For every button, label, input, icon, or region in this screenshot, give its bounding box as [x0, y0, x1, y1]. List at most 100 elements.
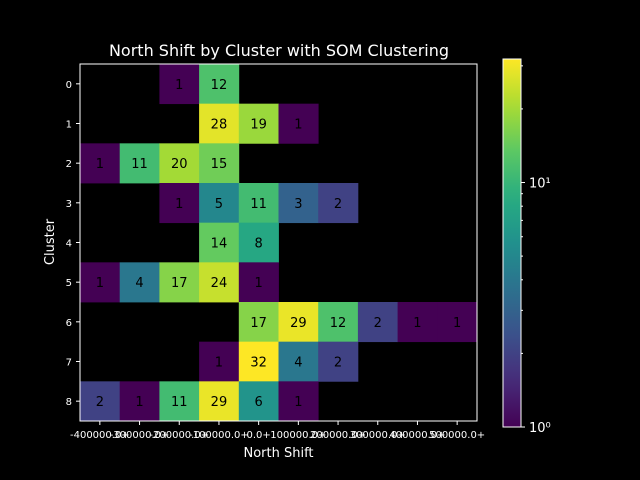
- heatmap-cell: [238, 302, 279, 343]
- heatmap-cell: [397, 302, 438, 343]
- heatmap-cell: [199, 64, 240, 105]
- cell-value-label: 17: [250, 316, 267, 331]
- cell-value-label: 2: [334, 197, 342, 212]
- y-tick-label: 5: [66, 278, 72, 289]
- x-tick-label: -300000.0+: [110, 430, 170, 441]
- cell-value-label: 32: [250, 356, 267, 371]
- heatmap-cell: [119, 381, 160, 422]
- cell-value-label: 15: [211, 157, 228, 172]
- y-axis-label: Cluster: [43, 218, 58, 265]
- cell-value-label: 20: [171, 157, 188, 172]
- cell-value-label: 1: [255, 276, 263, 291]
- cell-value-label: 8: [255, 237, 263, 252]
- y-tick-label: 6: [66, 318, 72, 329]
- cell-value-label: 1: [96, 157, 104, 172]
- cell-value-label: 14: [211, 237, 228, 252]
- heatmap-cell: [278, 183, 319, 224]
- heatmap-cell: [80, 143, 121, 184]
- cell-value-label: 2: [96, 395, 104, 410]
- y-tick-label: 1: [66, 120, 72, 131]
- cell-value-label: 19: [250, 118, 267, 133]
- cell-value-label: 5: [215, 197, 223, 212]
- heatmap-cell: [318, 183, 359, 224]
- cell-value-label: 1: [96, 276, 104, 291]
- cell-value-label: 4: [294, 356, 302, 371]
- cell-value-label: 1: [453, 316, 461, 331]
- heatmap-cell: [238, 341, 279, 382]
- x-tick-label: 500000.0+: [429, 430, 485, 441]
- cell-value-label: 3: [294, 197, 302, 212]
- heatmap-cell: [238, 262, 279, 303]
- heatmap-cell: [159, 143, 200, 184]
- y-tick-label: 0: [66, 80, 72, 91]
- x-tick-label: -400000.0+: [70, 430, 130, 441]
- cell-value-label: 24: [211, 276, 228, 291]
- heatmap-cell: [119, 143, 160, 184]
- x-tick-label: -200000.0+: [149, 430, 209, 441]
- x-tick-label: -100000.0+: [189, 430, 249, 441]
- cell-value-label: 29: [211, 395, 228, 410]
- cell-value-label: 1: [135, 395, 143, 410]
- cell-value-label: 1: [294, 118, 302, 133]
- cell-value-label: 1: [215, 356, 223, 371]
- y-tick-label: 8: [66, 397, 72, 408]
- colorbar-ticks: 10⁰ 10¹: [521, 65, 551, 436]
- heatmap-cell: [199, 341, 240, 382]
- x-tick-label: 100000.0+: [270, 430, 326, 441]
- heatmap-cell: [159, 64, 200, 105]
- y-tick-label: 3: [66, 199, 72, 210]
- cell-value-label: 11: [250, 197, 267, 212]
- x-tick-label: 200000.0+: [310, 430, 366, 441]
- y-tick-label: 7: [66, 358, 72, 369]
- heatmap-cell: [357, 302, 398, 343]
- cell-value-label: 4: [135, 276, 143, 291]
- cell-value-label: 12: [211, 78, 228, 93]
- chart-title: North Shift by Cluster with SOM Clusteri…: [109, 41, 449, 60]
- heatmap-cells: [80, 64, 478, 422]
- y-axis-ticks: 0 1 2 3 4 5 6 7 8: [66, 80, 80, 408]
- x-tick-label: 0.0+: [247, 430, 271, 441]
- x-tick-label: 300000.0+: [350, 430, 406, 441]
- heatmap-cell: [278, 381, 319, 422]
- heatmap-cell: [278, 302, 319, 343]
- heatmap-cell: [199, 143, 240, 184]
- cell-value-label: 1: [175, 78, 183, 93]
- y-tick-label: 4: [66, 239, 72, 250]
- cell-value-label: 11: [131, 157, 148, 172]
- heatmap-cell: [278, 341, 319, 382]
- heatmap-cell: [278, 103, 319, 144]
- cell-value-label: 28: [211, 118, 228, 133]
- heatmap-cell: [199, 222, 240, 263]
- heatmap-cell: [199, 381, 240, 422]
- cell-value-label: 17: [171, 276, 188, 291]
- heatmap-cell: [80, 381, 121, 422]
- heatmap-cell: [318, 341, 359, 382]
- cell-value-label: 12: [330, 316, 347, 331]
- heatmap-cell: [159, 381, 200, 422]
- cell-value-label: 11: [171, 395, 188, 410]
- x-axis-ticks: -400000.0+-300000.0+-200000.0+-100000.0+…: [70, 421, 485, 441]
- cell-value-label: 2: [374, 316, 382, 331]
- cell-value-label: 29: [290, 316, 307, 331]
- heatmap-cell: [238, 381, 279, 422]
- colorbar: [502, 58, 522, 428]
- heatmap-cell: [238, 222, 279, 263]
- x-tick-label: 400000.0+: [389, 430, 445, 441]
- colorbar-tick-label: 10⁰: [529, 421, 551, 436]
- heatmap-cell: [159, 183, 200, 224]
- heatmap-cell: [159, 262, 200, 303]
- cell-value-label: 6: [255, 395, 263, 410]
- cell-value-label: 1: [175, 197, 183, 212]
- heatmap-cell: [238, 183, 279, 224]
- x-axis-label: North Shift: [243, 446, 313, 461]
- colorbar-tick-label: 10¹: [529, 177, 551, 192]
- heatmap-cell: [199, 262, 240, 303]
- heatmap-cell: [80, 262, 121, 303]
- heatmap-cell: [437, 302, 478, 343]
- heatmap-cell: [199, 103, 240, 144]
- heatmap-cell: [199, 183, 240, 224]
- y-tick-label: 2: [66, 159, 72, 170]
- cell-value-label: 2: [334, 356, 342, 371]
